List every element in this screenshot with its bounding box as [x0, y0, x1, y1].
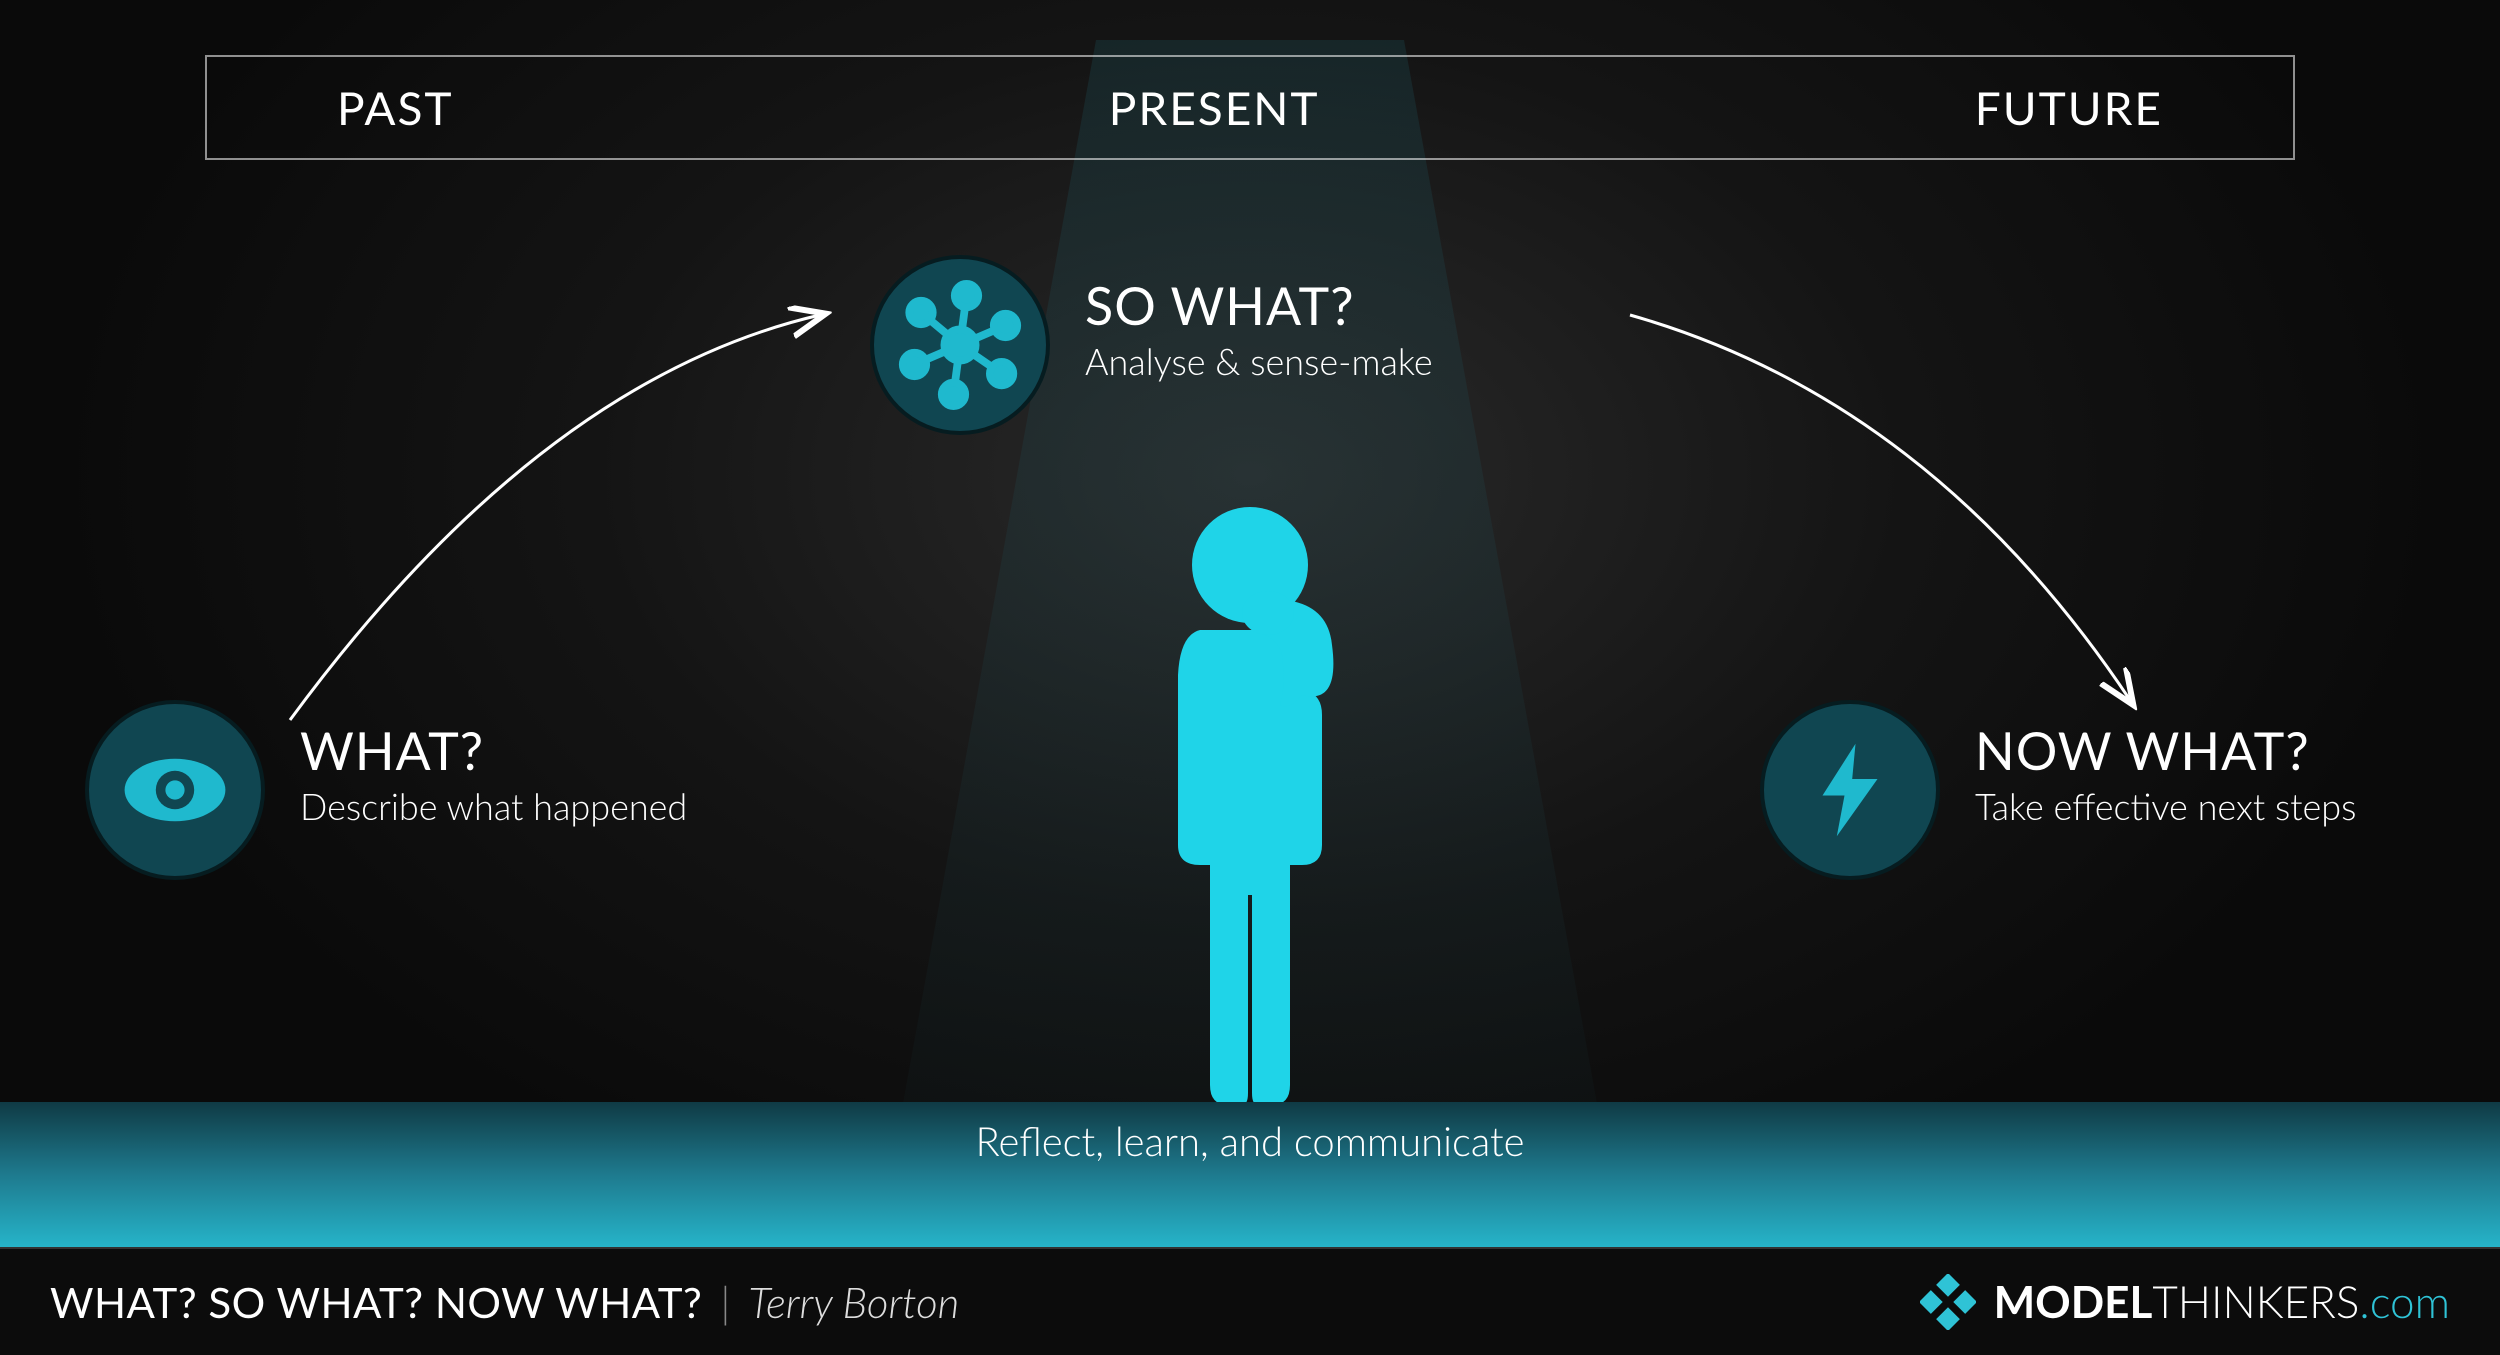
- timeline-past: PAST: [337, 80, 454, 135]
- timeline-header: PAST PRESENT FUTURE: [205, 55, 2295, 160]
- footer-bar: WHAT? SO WHAT? NOW WHAT? | Terry Borton …: [0, 1247, 2500, 1355]
- timeline-future: FUTURE: [1975, 80, 2163, 135]
- arc-what-to-sowhat: [290, 315, 820, 720]
- nowwhat-icon-circle: [1760, 700, 1940, 880]
- footer-left: WHAT? SO WHAT? NOW WHAT? | Terry Borton: [50, 1277, 959, 1327]
- brand-light: THINKERS: [2152, 1276, 2359, 1328]
- infographic-canvas: PAST PRESENT FUTURE WHAT? Describe what …: [0, 0, 2500, 1355]
- nowwhat-subtitle: Take effective next steps: [1975, 784, 2356, 828]
- sowhat-label: SO WHAT? Analyse & sense-make: [1085, 275, 1433, 383]
- brand-suffix: .com: [2359, 1276, 2450, 1328]
- footer-model-title: WHAT? SO WHAT? NOW WHAT?: [50, 1277, 702, 1327]
- thinking-person-icon: [1110, 495, 1390, 1115]
- footer-author: Terry Borton: [748, 1277, 959, 1327]
- bolt-icon: [1795, 735, 1905, 845]
- what-title: WHAT?: [300, 720, 687, 782]
- network-icon: [895, 280, 1025, 410]
- sowhat-icon-circle: [870, 255, 1050, 435]
- nowwhat-title: NOW WHAT?: [1975, 720, 2356, 782]
- what-icon-circle: [85, 700, 265, 880]
- brand-logo-icon: [1920, 1274, 1976, 1330]
- sowhat-title: SO WHAT?: [1085, 275, 1433, 337]
- eye-icon: [115, 730, 235, 850]
- footer-separator: |: [720, 1277, 730, 1327]
- arc-sowhat-to-nowwhat: [1630, 315, 2130, 700]
- sowhat-subtitle: Analyse & sense-make: [1085, 339, 1433, 383]
- what-label: WHAT? Describe what happened: [300, 720, 687, 828]
- what-subtitle: Describe what happened: [300, 784, 687, 828]
- brand-text: MODELTHINKERS.com: [1994, 1276, 2450, 1328]
- footer-brand: MODELTHINKERS.com: [1920, 1274, 2450, 1330]
- subtitle-text: Reflect, learn, and communicate: [0, 1117, 2500, 1165]
- nowwhat-label: NOW WHAT? Take effective next steps: [1975, 720, 2356, 828]
- brand-bold: MODEL: [1994, 1276, 2153, 1328]
- timeline-present: PRESENT: [1109, 80, 1320, 135]
